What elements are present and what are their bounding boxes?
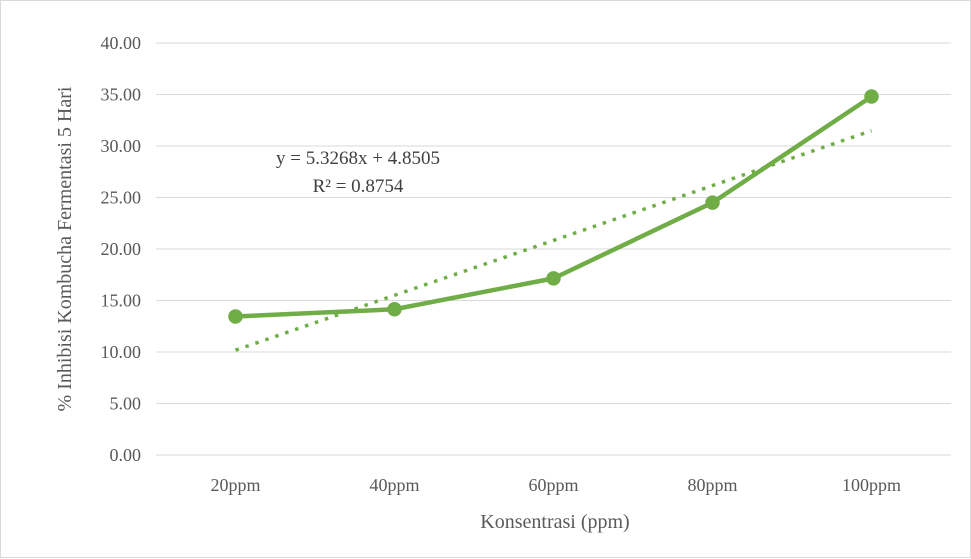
trendline-path bbox=[234, 129, 873, 352]
trendline-r-squared: R² = 0.8754 bbox=[313, 176, 404, 197]
x-tick-label: 20ppm bbox=[210, 475, 260, 495]
y-tick-label: 25.00 bbox=[101, 188, 142, 208]
data-series bbox=[228, 89, 879, 324]
y-tick-label: 10.00 bbox=[101, 342, 142, 362]
gridlines bbox=[156, 42, 951, 456]
data-point-marker bbox=[387, 302, 402, 317]
y-axis-title: % Inhibisi Kombucha Fermentasi 5 Hari bbox=[54, 86, 76, 411]
data-point-marker bbox=[546, 271, 561, 286]
trendline-labels: y = 5.3268x + 4.8505 R² = 0.8754 bbox=[276, 148, 440, 197]
y-tick-label: 20.00 bbox=[101, 239, 142, 259]
x-tick-label: 80ppm bbox=[687, 475, 737, 495]
data-point-marker bbox=[864, 89, 879, 104]
y-axis-tick-labels: 0.00 5.00 10.00 15.00 20.00 25.00 30.00 35.00 40… bbox=[101, 33, 142, 465]
y-tick-label: 5.00 bbox=[110, 394, 142, 414]
data-point-marker bbox=[228, 309, 243, 324]
y-tick-label: 40.00 bbox=[101, 33, 142, 53]
x-tick-label: 40ppm bbox=[369, 475, 419, 495]
y-tick-label: 35.00 bbox=[101, 85, 142, 105]
data-point-marker bbox=[705, 195, 720, 210]
x-tick-label: 60ppm bbox=[528, 475, 578, 495]
y-tick-label: 30.00 bbox=[101, 136, 142, 156]
x-tick-label: 100ppm bbox=[842, 475, 901, 495]
y-tick-label: 0.00 bbox=[110, 445, 142, 465]
trendline bbox=[234, 129, 873, 352]
x-axis-tick-labels: 20ppm 40ppm 60ppm 80ppm 100ppm bbox=[210, 475, 901, 495]
trendline-equation: y = 5.3268x + 4.8505 bbox=[276, 148, 440, 169]
y-tick-label: 15.00 bbox=[101, 291, 142, 311]
x-axis-title: Konsentrasi (ppm) bbox=[480, 511, 629, 533]
